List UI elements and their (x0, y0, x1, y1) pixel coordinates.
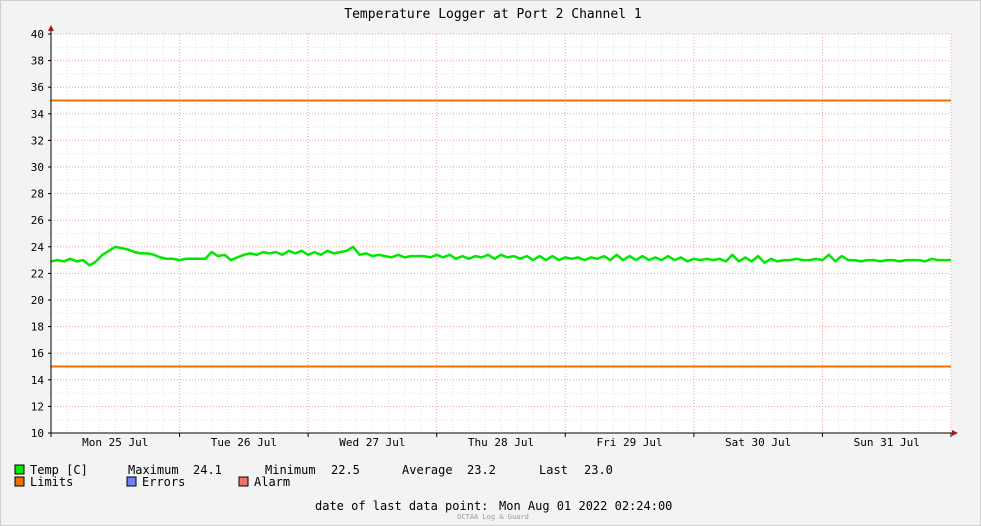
y-tick-label: 34 (31, 108, 45, 121)
y-tick-label: 38 (31, 55, 44, 68)
limit-lines (51, 99, 951, 368)
x-axis-ticks: Mon 25 Jul Tue 26 Jul Wed 27 Jul Thu 28 Jul… (50, 433, 952, 449)
y-tick-label: 12 (31, 400, 44, 413)
legend-max-value: 24.1 (193, 463, 222, 477)
legend-swatch-alarm (238, 476, 249, 487)
y-tick-label: 26 (31, 214, 44, 227)
y-tick-label: 28 (31, 188, 44, 201)
legend-limits-label: Limits (30, 475, 73, 489)
legend-last-value: 23.0 (584, 463, 613, 477)
y-tick-label: 40 (31, 28, 44, 41)
last-data-point-label: date of last data point: (315, 499, 488, 513)
legend-avg-label: Average (402, 463, 453, 477)
legend-temp-label: Temp [C] (30, 463, 88, 477)
x-tick-label: Fri 29 Jul (596, 436, 662, 449)
y-tick-label: 20 (31, 294, 44, 307)
x-tick-label: Sat 30 Jul (725, 436, 791, 449)
legend-errors-label: Errors (142, 475, 185, 489)
temp-series-line (50, 245, 951, 267)
legend-max-label: Maximum (128, 463, 179, 477)
y-tick-label: 10 (31, 427, 44, 440)
brand-watermark: OCTAA Log & Guard (457, 513, 529, 521)
legend-swatch-errors (126, 476, 137, 487)
legend-alarm-label: Alarm (254, 475, 290, 489)
y-tick-label: 32 (31, 134, 44, 147)
y-tick-label: 24 (31, 241, 45, 254)
legend-swatch-temp (14, 464, 25, 475)
y-tick-label: 14 (31, 374, 45, 387)
y-tick-label: 22 (31, 267, 44, 280)
y-tick-label: 16 (31, 347, 44, 360)
y-tick-label: 30 (31, 161, 44, 174)
x-tick-label: Mon 25 Jul (82, 436, 148, 449)
y-axis-arrow (48, 25, 54, 31)
legend-min-value: 22.5 (331, 463, 360, 477)
chart-title: Temperature Logger at Port 2 Channel 1 (344, 7, 641, 22)
y-tick-label: 18 (31, 321, 44, 334)
x-tick-label: Sun 31 Jul (854, 436, 920, 449)
x-tick-label: Tue 26 Jul (211, 436, 277, 449)
y-axis-ticks: 10 12 14 16 18 20 22 24 26 28 30 32 34 36 38 40 (31, 28, 51, 440)
major-grid (51, 33, 952, 433)
legend: Temp [C] Maximum 24.1 Minimum 22.5 Avera… (14, 463, 613, 489)
x-tick-label: Wed 27 Jul (339, 436, 405, 449)
legend-swatch-limits (14, 476, 25, 487)
legend-avg-value: 23.2 (467, 463, 496, 477)
legend-last-label: Last (539, 463, 568, 477)
y-tick-label: 36 (31, 81, 44, 94)
legend-min-label: Minimum (265, 463, 316, 477)
x-tick-label: Thu 28 Jul (468, 436, 534, 449)
last-data-point-value: Mon Aug 01 2022 02:24:00 (499, 499, 672, 513)
x-axis-arrow (952, 430, 958, 436)
